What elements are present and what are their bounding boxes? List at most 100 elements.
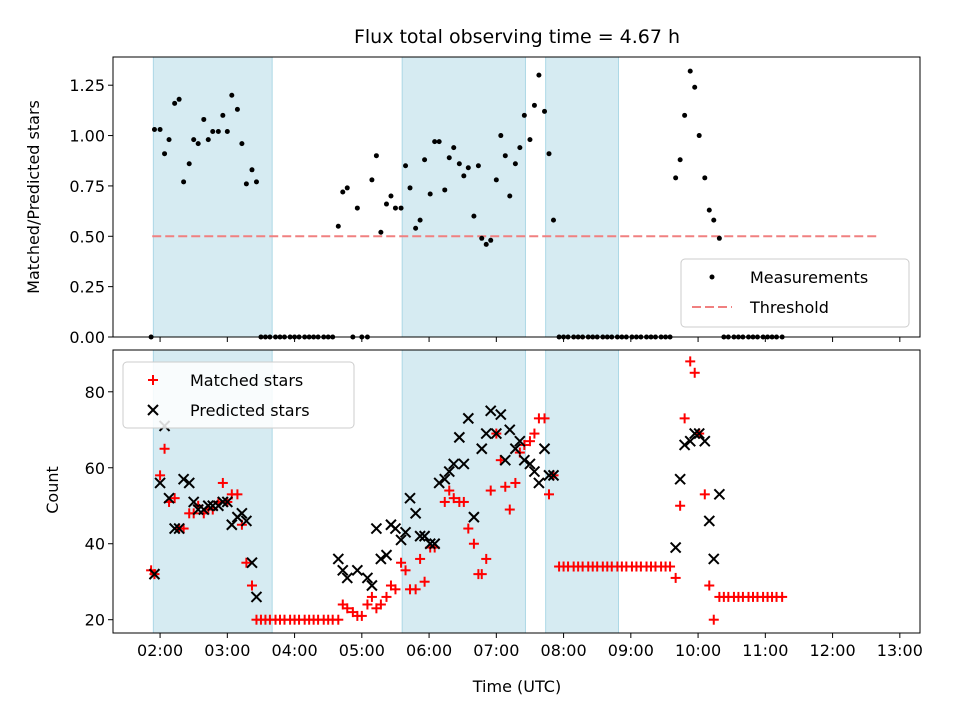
measurement-point xyxy=(550,217,556,223)
bottom-x-tick-label: 06:00 xyxy=(406,641,452,660)
bottom-y-tick-label: 20 xyxy=(85,611,105,630)
measurement-point xyxy=(475,163,481,169)
legend-predicted-marker xyxy=(147,404,159,416)
legend-measurement-marker xyxy=(709,274,715,280)
matched-star-point xyxy=(333,614,344,625)
matched-star-point xyxy=(670,572,681,583)
predicted-star-point xyxy=(370,522,383,535)
measurement-point xyxy=(542,108,548,114)
measurement-point xyxy=(488,237,494,243)
predicted-star-point xyxy=(168,522,181,535)
predicted-star-point xyxy=(485,405,497,417)
matched-star-point xyxy=(510,477,521,488)
measurement-point xyxy=(479,235,485,241)
measurement-point xyxy=(181,179,187,185)
bottom-x-tick-label: 11:00 xyxy=(742,641,788,660)
predicted-star-point xyxy=(518,454,531,466)
bottom-x-tick-label: 02:00 xyxy=(137,641,183,660)
predicted-star-point xyxy=(351,564,364,577)
predicted-star-point xyxy=(439,473,451,485)
bottom-y-axis-label: Count xyxy=(43,466,62,514)
bottom-x-tick-label: 04:00 xyxy=(272,641,318,660)
matched-star-point xyxy=(539,413,550,424)
measurement-point xyxy=(403,163,409,169)
measurement-point xyxy=(215,129,221,135)
predicted-star-point xyxy=(495,408,507,421)
measurement-point xyxy=(493,177,499,183)
matched-star-point xyxy=(381,591,392,602)
measurement-point xyxy=(507,193,513,199)
predicted-star-point xyxy=(528,465,541,478)
top-frame xyxy=(112,56,921,338)
matched-star-point xyxy=(241,557,252,568)
bottom-x-tick-label: 05:00 xyxy=(339,641,385,660)
predicted-star-point xyxy=(693,427,705,440)
top-shaded-interval xyxy=(152,56,273,338)
measurement-point xyxy=(413,225,419,231)
measurement-point xyxy=(436,139,442,145)
matched-star-point xyxy=(481,553,492,564)
predicted-star-point xyxy=(226,519,238,531)
predicted-star-point xyxy=(543,469,555,482)
predicted-star-point xyxy=(678,439,691,451)
measurement-point xyxy=(172,100,178,106)
predicted-star-point xyxy=(458,458,470,470)
matched-star-point xyxy=(217,477,228,488)
measurement-point xyxy=(536,72,542,78)
matched-star-point xyxy=(504,504,515,515)
bottom-y-tick-label: 80 xyxy=(85,383,105,402)
predicted-star-point xyxy=(217,496,229,508)
matched-star-point xyxy=(366,591,377,602)
measurement-point xyxy=(210,129,216,135)
legend-matched-marker xyxy=(148,375,158,385)
measurement-point xyxy=(531,102,537,108)
predicted-star-point xyxy=(448,458,460,470)
bottom-x-tick-label: 10:00 xyxy=(675,641,721,660)
matched-star-point xyxy=(232,489,243,500)
bottom-x-tick-label: 13:00 xyxy=(877,641,923,660)
predicted-star-point xyxy=(468,511,480,523)
predicted-star-point xyxy=(462,412,475,425)
predicted-star-point xyxy=(389,522,402,535)
predicted-star-point xyxy=(424,538,436,550)
measurement-point xyxy=(546,151,552,157)
top-shaded-interval xyxy=(545,56,619,338)
matched-star-point xyxy=(390,584,401,595)
bottom-x-tick-label: 12:00 xyxy=(810,641,856,660)
matched-star-point xyxy=(356,610,367,621)
top-y-tick-label: 1.25 xyxy=(69,76,105,95)
measurement-point xyxy=(442,187,448,193)
legend-predicted-label: Predicted stars xyxy=(190,401,310,420)
measurement-point xyxy=(682,112,688,118)
predicted-star-point xyxy=(480,427,492,440)
predicted-star-point xyxy=(538,443,551,455)
measurement-point xyxy=(471,213,477,219)
measurement-point xyxy=(521,112,527,118)
matched-star-point xyxy=(500,481,511,492)
measurement-point xyxy=(512,161,518,167)
measurement-point xyxy=(422,157,428,163)
bottom-y-tick-label: 40 xyxy=(85,535,105,554)
predicted-star-point xyxy=(399,526,412,539)
measurement-point xyxy=(243,181,249,187)
top-panel: 0.00 0.25 0.50 0.75 1.00 1.25 Measurements Thre… xyxy=(69,56,921,347)
predicted-star-point xyxy=(240,515,253,527)
measurement-point xyxy=(417,217,423,223)
measurement-point xyxy=(191,137,197,143)
matched-star-point xyxy=(419,576,430,587)
measurement-point xyxy=(702,175,708,181)
predicted-star-point xyxy=(187,496,200,508)
measurement-point xyxy=(344,185,350,191)
measurement-point xyxy=(378,229,384,235)
measurement-point xyxy=(157,127,163,133)
measurement-point xyxy=(195,141,201,147)
top-y-tick-label: 0.00 xyxy=(69,328,105,347)
matched-star-point xyxy=(689,367,700,378)
measurement-point xyxy=(498,133,504,139)
measurement-point xyxy=(229,92,235,98)
matched-star-point xyxy=(159,443,170,454)
predicted-star-point xyxy=(177,473,190,485)
measurement-point xyxy=(451,145,457,151)
bottom-panel: 20 40 60 80 02:00 03:00 04:00 05:00 06:00 07:00 08… xyxy=(85,349,923,660)
predicted-star-point xyxy=(202,500,214,512)
